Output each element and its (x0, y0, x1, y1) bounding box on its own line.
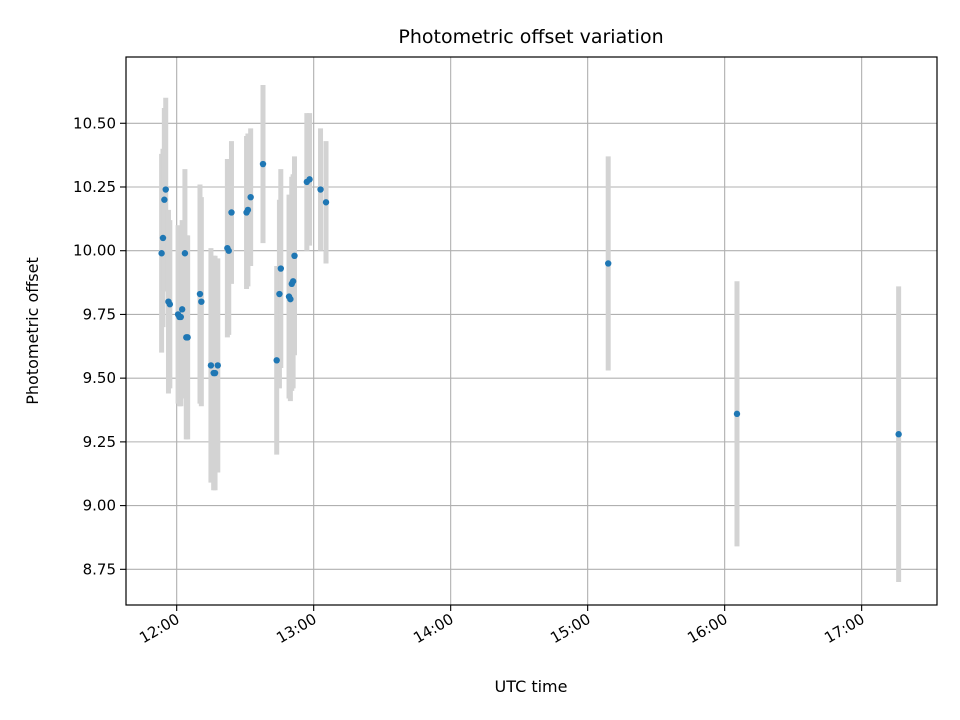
data-point (317, 186, 324, 193)
y-tick-label: 9.75 (83, 305, 116, 323)
data-point (228, 209, 235, 216)
x-tick-label: 16:00 (684, 610, 730, 647)
y-axis-label: Photometric offset (23, 257, 42, 405)
data-point (196, 290, 204, 298)
data-point (306, 176, 313, 183)
x-tick-label: 13:00 (273, 610, 319, 647)
data-point (276, 290, 283, 298)
data-point (322, 199, 330, 206)
data-point (277, 265, 285, 272)
data-point (225, 247, 232, 254)
x-tick-label: 15:00 (547, 610, 593, 647)
data-point (733, 410, 741, 418)
data-point (605, 260, 612, 267)
data-point (162, 186, 169, 193)
data-points (158, 160, 902, 438)
data-point (207, 362, 215, 369)
x-tick-label: 17:00 (821, 610, 867, 647)
data-point (214, 362, 221, 369)
data-point (184, 334, 191, 341)
x-axis-label: UTC time (495, 677, 568, 696)
data-point (291, 252, 298, 260)
data-point (244, 206, 252, 214)
data-point (181, 250, 189, 257)
y-tick-label: 10.50 (73, 114, 116, 132)
y-tick-label: 9.25 (83, 433, 116, 451)
y-tick-label: 9.00 (83, 497, 116, 515)
data-point (287, 295, 294, 303)
x-tick-label: 14:00 (410, 610, 456, 647)
data-point (895, 431, 902, 438)
grid (126, 57, 937, 605)
data-point (273, 357, 280, 364)
data-point (247, 193, 254, 201)
data-point (158, 250, 165, 257)
chart-title: Photometric offset variation (398, 26, 663, 48)
plot-frame (125, 56, 938, 606)
data-point (198, 298, 205, 305)
data-point (289, 278, 297, 285)
data-point (161, 196, 168, 203)
data-point (166, 301, 174, 308)
data-point (178, 306, 186, 313)
x-tick-label: 12:00 (136, 610, 182, 647)
data-point (259, 160, 267, 168)
y-tick-label: 9.50 (83, 369, 116, 387)
data-point (211, 369, 219, 377)
data-point (177, 313, 184, 321)
x-axis: 12:00 13:00 14:00 15:00 16:00 17:00 (136, 605, 868, 647)
y-tick-label: 10.00 (73, 242, 116, 260)
y-tick-label: 10.25 (73, 178, 116, 196)
y-tick-label: 8.75 (83, 560, 116, 578)
data-point (159, 234, 167, 242)
error-bars (159, 85, 902, 583)
y-axis: 8.75 9.00 9.25 9.50 9.75 10.00 10.25 10.50 (73, 114, 126, 578)
